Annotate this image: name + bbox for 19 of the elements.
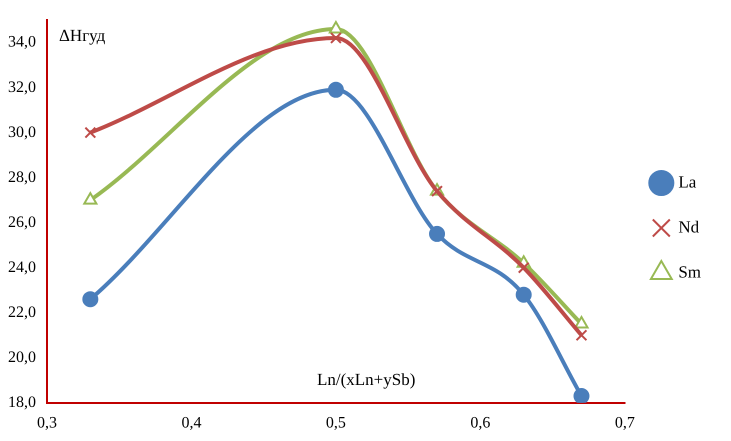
x-tick-label: 0,5 — [326, 414, 346, 432]
y-tick-label: 26,0 — [8, 214, 36, 231]
y-tick-label: 30,0 — [8, 124, 36, 141]
y-tick-label: 20,0 — [8, 348, 36, 366]
y-tick-label: 34,0 — [8, 34, 36, 51]
y-tick-label: 28,0 — [8, 168, 36, 186]
x-tick-label: 0,4 — [181, 414, 202, 432]
y-tick-label: 24,0 — [8, 258, 36, 276]
y-axis-title: ΔHгуд — [59, 26, 106, 45]
legend-label: Sm — [678, 262, 702, 282]
y-tick-label: 32,0 — [8, 78, 36, 96]
legend-label: La — [678, 172, 697, 192]
legend-label: Nd — [678, 217, 700, 236]
y-tick-label: 18,0 — [8, 394, 36, 412]
y-tick-label: 22,0 — [8, 304, 36, 321]
x-tick-label: 0,7 — [614, 414, 635, 432]
x-axis-title: Ln/(xLn+ySb) — [317, 370, 416, 389]
x-tick-label: 0,6 — [470, 414, 490, 432]
x-tick-label: 0,3 — [37, 414, 57, 432]
